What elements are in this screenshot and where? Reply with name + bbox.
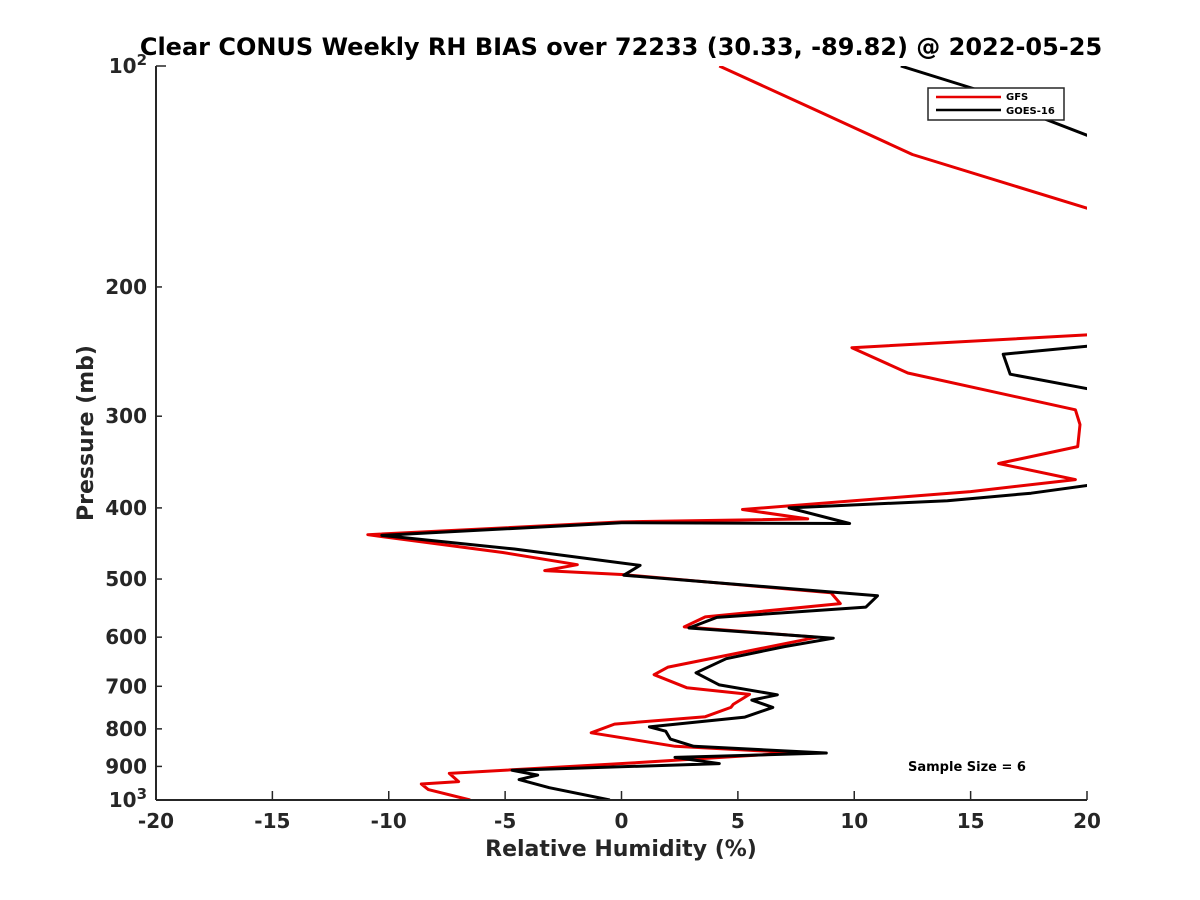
chart-title: Clear CONUS Weekly RH BIAS over 72233 (3… <box>140 33 1102 61</box>
y-tick-label: 900 <box>105 754 147 778</box>
y-tick-label: 103 <box>109 785 147 812</box>
x-axis-ticks: -20 -15 -10 -5 0 5 10 15 20 <box>138 791 1101 833</box>
series-line-gfs <box>366 66 1087 800</box>
series-layer <box>366 66 1087 800</box>
y-tick-label: 500 <box>105 567 147 591</box>
series-line-goes16 <box>380 66 1087 800</box>
sample-size-annotation: Sample Size = 6 <box>908 760 1026 775</box>
y-axis-ticks: 102 200 300 400 500 600 700 800 900 103 <box>105 51 166 812</box>
x-tick-label: -15 <box>254 809 290 833</box>
y-tick-label: 102 <box>109 51 147 78</box>
x-tick-label: -10 <box>371 809 407 833</box>
legend-box <box>927 87 1065 121</box>
y-tick-label: 400 <box>105 496 147 520</box>
y-tick-label: 300 <box>105 404 147 428</box>
x-tick-label: 20 <box>1073 809 1101 833</box>
y-tick-label: 600 <box>105 625 147 649</box>
y-axis-label: Pressure (mb) <box>74 345 99 521</box>
x-tick-label: -20 <box>138 809 174 833</box>
y-tick-label: 800 <box>105 717 147 741</box>
x-tick-label: 15 <box>957 809 985 833</box>
x-tick-label: -5 <box>494 809 516 833</box>
x-tick-label: 10 <box>840 809 868 833</box>
y-tick-label: 200 <box>105 275 147 299</box>
legend-label-gfs: GFS <box>1006 92 1028 103</box>
legend: GFS GOES-16 <box>927 87 1065 121</box>
legend-label-goes16: GOES-16 <box>1006 106 1055 117</box>
x-tick-label: 0 <box>615 809 629 833</box>
x-axis-label: Relative Humidity (%) <box>485 837 757 862</box>
y-tick-label: 700 <box>105 674 147 698</box>
x-tick-label: 5 <box>731 809 745 833</box>
